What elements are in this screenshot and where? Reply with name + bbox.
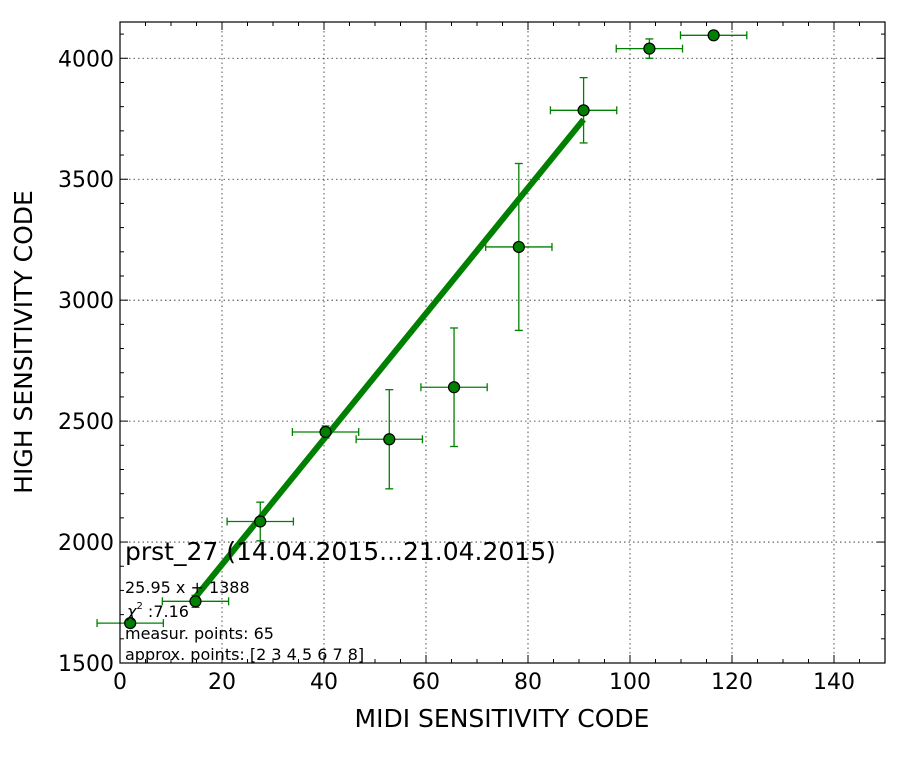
y-axis-label: HIGH SENSITIVITY CODE	[9, 190, 38, 494]
marker-layer	[124, 29, 720, 630]
data-point	[319, 425, 332, 439]
data-point	[577, 104, 590, 117]
x-tick-label: 120	[711, 670, 753, 695]
x-tick-label: 20	[208, 670, 236, 695]
y-tick-label: 2500	[58, 410, 114, 435]
y-tick-label: 3000	[58, 289, 114, 314]
chi-exponent: 2	[136, 601, 142, 612]
ticks-layer	[119, 22, 886, 664]
data-point	[383, 433, 396, 446]
x-tick-label: 40	[310, 670, 338, 695]
y-tick-label: 4000	[58, 47, 114, 72]
tick-labels: 0 20 40 60 80 100 120 140 1500 2000 2500 3000 3500 40…	[58, 47, 855, 695]
annotation-approx: approx. points: [2 3 4 5 6 7 8]	[125, 645, 364, 664]
data-point	[124, 616, 137, 630]
annotation-title: prst_27 (14.04.2015...21.04.2015)	[125, 537, 556, 566]
data-point	[254, 515, 267, 528]
data-point	[707, 29, 720, 42]
data-point	[189, 595, 202, 608]
data-point	[447, 381, 461, 394]
annotation-chi: χ2 :7.16	[126, 601, 189, 621]
annotation-fit: 25.95 x + 1388	[125, 578, 250, 597]
x-tick-label: 80	[514, 670, 542, 695]
chi-value: :7.16	[143, 602, 189, 621]
y-tick-label: 1500	[58, 652, 114, 677]
annotation-measur: measur. points: 65	[125, 624, 274, 643]
plot-frame	[119, 21, 886, 664]
data-point	[643, 42, 656, 55]
x-tick-label: 140	[813, 670, 855, 695]
x-tick-label: 0	[113, 670, 127, 695]
x-axis-label: MIDI SENSITIVITY CODE	[355, 704, 650, 733]
y-tick-label: 2000	[58, 531, 114, 556]
x-tick-label: 60	[412, 670, 440, 695]
chi-symbol: χ	[126, 602, 137, 621]
grid-layer	[120, 22, 885, 663]
y-tick-label: 3500	[58, 168, 114, 193]
x-tick-label: 100	[609, 670, 651, 695]
data-point	[512, 240, 525, 254]
